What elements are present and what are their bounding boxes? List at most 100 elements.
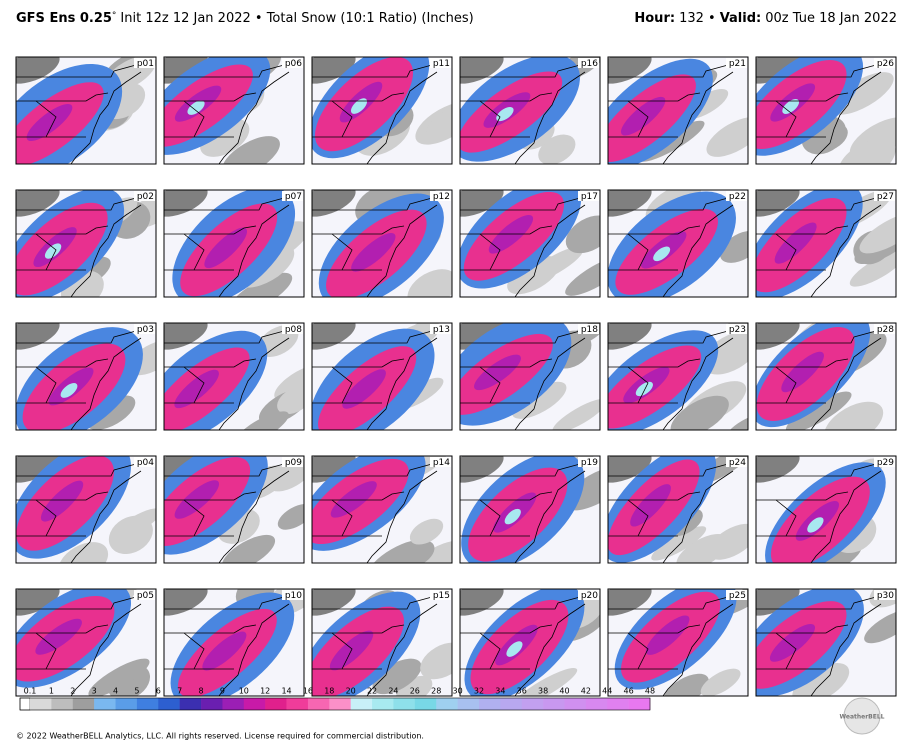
snow-area [202, 631, 247, 671]
hour-label: Hour: [634, 11, 675, 26]
coastline [514, 71, 586, 164]
snow-area [608, 57, 652, 84]
map-panel [16, 323, 156, 430]
colorbar-segment [478, 698, 501, 710]
state-border [164, 92, 257, 102]
coastline [366, 603, 438, 696]
panel-label-bg [430, 58, 451, 68]
panel-frame [311, 189, 453, 298]
snow-area [813, 124, 848, 152]
state-border [756, 197, 877, 211]
snow-area [507, 256, 561, 295]
colorbar-label: 2 [70, 687, 75, 696]
colorbar-label: 34 [495, 687, 505, 696]
state-border [312, 64, 433, 78]
panel-label: p10 [285, 591, 302, 601]
snow-area [538, 134, 576, 164]
snow-area [564, 466, 600, 511]
panel-label-bg [578, 324, 599, 334]
snow-area [164, 589, 208, 616]
snow-area [277, 503, 304, 530]
panel-label-bg [578, 191, 599, 201]
state-border [312, 330, 433, 344]
panel-frame [163, 322, 305, 431]
panel-label: p27 [877, 192, 894, 202]
state-border [312, 358, 405, 368]
state-border [312, 596, 433, 610]
snow-area [663, 673, 709, 696]
coastline [810, 71, 882, 164]
snow-area [565, 215, 600, 254]
colorbar-label: 8 [198, 687, 203, 696]
snow-area [653, 246, 671, 262]
snow-area [407, 269, 452, 297]
panel-frame [459, 588, 601, 697]
coastline [70, 470, 142, 563]
panel-label-bg [874, 58, 895, 68]
valid-label: Valid: [720, 11, 762, 26]
colorbar-label: 36 [517, 687, 527, 696]
panel-label: p09 [285, 458, 302, 468]
colorbar-label: 28 [431, 687, 441, 696]
panel-label: p02 [137, 192, 154, 202]
panel-label: p19 [581, 458, 598, 468]
colorbar-label: 0.1 [24, 687, 37, 696]
map-panel [16, 190, 156, 297]
colorbar-segment [265, 698, 287, 710]
state-border [775, 366, 797, 404]
colorbar-label: 7 [177, 687, 182, 696]
snow-area [849, 250, 896, 287]
panel-label-bg [430, 457, 451, 467]
panel-label-bg [578, 58, 599, 68]
snow-area [460, 57, 504, 84]
state-border [16, 330, 137, 344]
state-border [608, 463, 729, 477]
map-panel [608, 323, 748, 430]
map-panel [312, 456, 452, 563]
panel-label-bg [430, 324, 451, 334]
coastline [662, 71, 734, 164]
state-border [460, 197, 581, 211]
map-panel [756, 456, 896, 563]
coastline [70, 337, 142, 430]
map-panel [756, 57, 896, 164]
state-border [331, 100, 353, 138]
snow-area [16, 323, 60, 350]
panel-label: p18 [581, 325, 598, 335]
colorbar-label: 38 [538, 687, 548, 696]
state-border [312, 225, 405, 235]
panel-label-bg [726, 457, 747, 467]
panel-frame [755, 322, 897, 431]
colorbar-segment [628, 698, 651, 710]
state-border [16, 92, 109, 102]
state-border [608, 330, 729, 344]
coastline [662, 337, 734, 430]
panel-frame [311, 56, 453, 165]
panel-label: p08 [285, 325, 302, 335]
map-panel [312, 190, 452, 297]
colorbar-label: 4 [113, 687, 118, 696]
map-panel [756, 323, 896, 430]
colorbar-segment [51, 698, 74, 710]
colorbar-segment [94, 698, 116, 710]
colorbar-segment [414, 698, 437, 710]
state-border [756, 596, 877, 610]
colorbar-segment [585, 698, 608, 710]
state-border [164, 358, 257, 368]
colorbar-label: 24 [388, 687, 398, 696]
state-border [756, 64, 877, 78]
coastline [70, 603, 142, 696]
map-panel [16, 456, 156, 563]
coastline [810, 204, 882, 297]
panel-label: p14 [433, 458, 450, 468]
state-border [331, 233, 353, 271]
colorbar-segment [201, 698, 223, 710]
state-border [627, 632, 649, 670]
snow-area [823, 401, 884, 430]
degree: ° [112, 11, 117, 21]
colorbar-segment [222, 698, 245, 710]
state-border [16, 463, 137, 477]
panel-frame [163, 588, 305, 697]
